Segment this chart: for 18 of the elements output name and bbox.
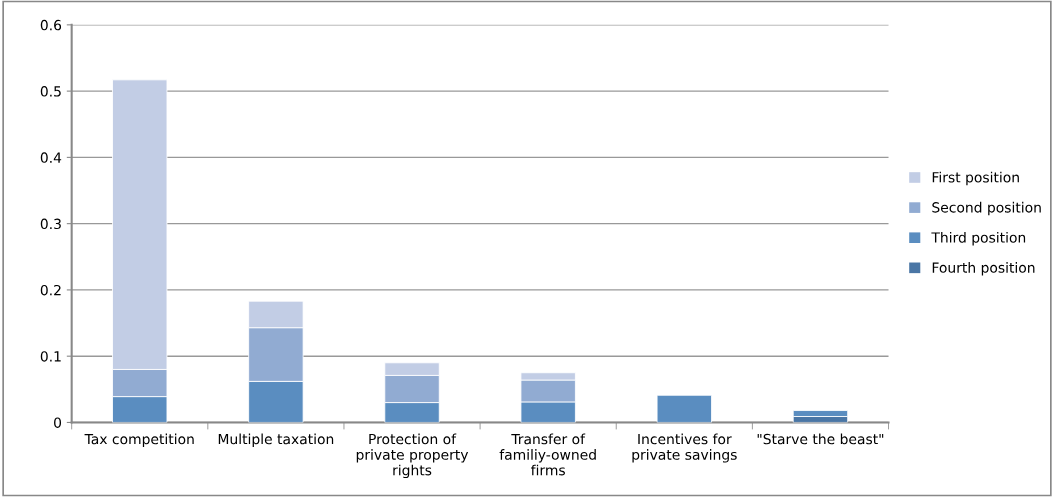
x-tick-label: Multiple taxation (218, 433, 334, 447)
legend-label: Second position (932, 201, 1041, 216)
x-tick-label: "Starve the beast" (757, 433, 884, 445)
bar (656, 394, 712, 423)
x-tick-label: Protection of private property rights (356, 433, 469, 479)
legend-label: Third position (931, 231, 1026, 246)
y-tick-label: 0.3 (40, 218, 61, 230)
y-tick-label: 0 (54, 417, 62, 428)
y-tick-label: 0.6 (40, 19, 62, 31)
y-tick-label: 0.2 (40, 284, 61, 296)
legend-label: Fourth position (932, 262, 1035, 276)
y-tick-label: 0.5 (40, 86, 61, 97)
y-tick-label: 0.4 (40, 152, 62, 163)
y-tick-label: 0.1 (40, 351, 61, 362)
x-tick-label: Transfer of familiy-owned firms (499, 433, 596, 476)
x-tick-label: Tax competition (84, 433, 194, 447)
x-tick-label: Incentives for private savings (632, 433, 737, 463)
legend-label: First position (932, 171, 1019, 186)
